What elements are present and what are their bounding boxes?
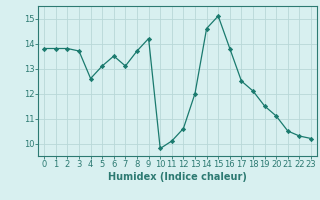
- X-axis label: Humidex (Indice chaleur): Humidex (Indice chaleur): [108, 172, 247, 182]
